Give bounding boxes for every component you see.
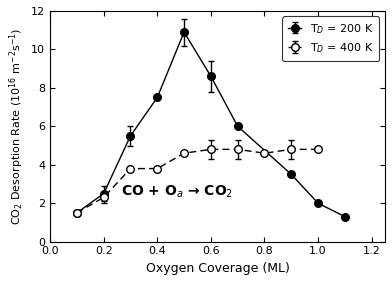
X-axis label: Oxygen Coverage (ML): Oxygen Coverage (ML) [146, 262, 290, 275]
Text: CO + O$_a$ → CO$_2$: CO + O$_a$ → CO$_2$ [121, 184, 234, 200]
Y-axis label: CO$_2$ Desorption Rate (10$^{16}$ m$^{-2}$s$^{-1}$): CO$_2$ Desorption Rate (10$^{16}$ m$^{-2… [7, 28, 25, 225]
Legend: T$_D$ = 200 K, T$_D$ = 400 K: T$_D$ = 200 K, T$_D$ = 400 K [282, 17, 379, 61]
